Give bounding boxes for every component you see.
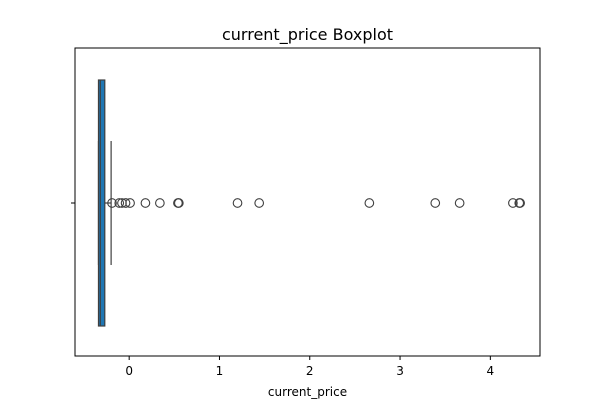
outlier-point: [430, 198, 441, 208]
outlier-point: [508, 198, 518, 208]
boxplot-series: [97, 79, 112, 327]
outlier-points: [107, 198, 525, 208]
x-axis-ticks: 0 1 2 3 4: [125, 356, 494, 378]
outlier-point: [232, 198, 243, 208]
x-tick-label: 4: [487, 364, 495, 378]
outlier-point: [155, 198, 165, 208]
chart-title: current_price Boxplot: [222, 25, 393, 45]
outlier-point: [125, 198, 135, 208]
outlier-point: [364, 198, 375, 208]
outlier-point: [140, 198, 151, 208]
outlier-point: [173, 198, 184, 208]
x-tick-label: 0: [125, 364, 133, 378]
x-tick-label: 2: [306, 364, 314, 378]
x-tick-label: 1: [216, 364, 224, 378]
x-tick-label: 3: [396, 364, 404, 378]
outlier-point: [254, 198, 265, 208]
outlier-point: [120, 198, 131, 208]
outlier-point: [454, 198, 465, 208]
outlier-point: [114, 198, 125, 208]
outlier-point: [107, 198, 117, 208]
x-axis-label: current_price: [268, 385, 347, 399]
outlier-point: [515, 198, 525, 208]
box-iqr: [97, 79, 106, 327]
plot-area-frame: [74, 47, 541, 357]
